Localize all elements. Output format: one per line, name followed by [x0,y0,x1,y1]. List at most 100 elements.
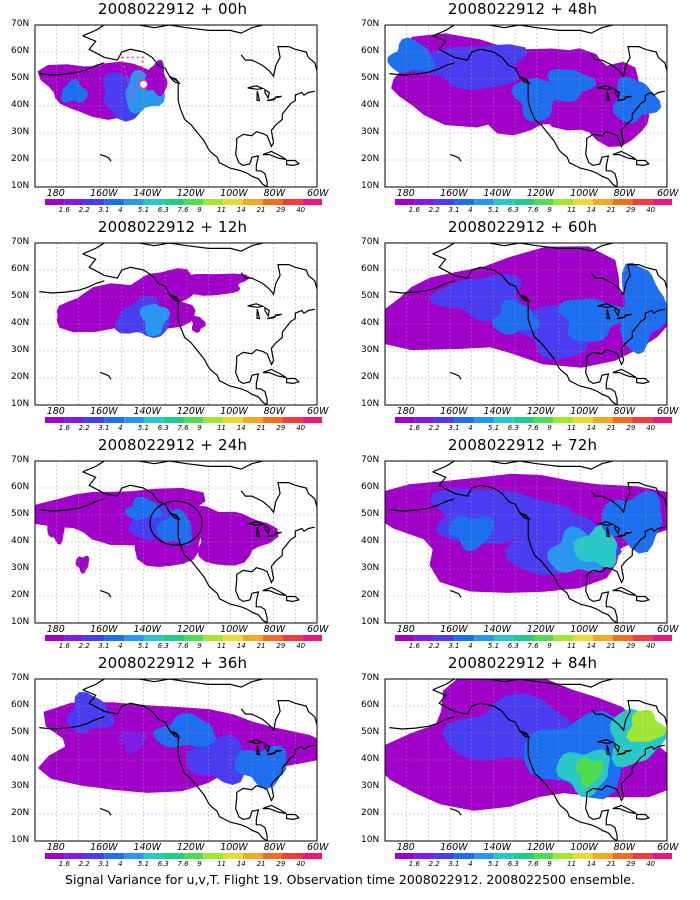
lat-tick-label: 20N [11,372,30,382]
coastlines [39,25,317,187]
lon-tick-label: 60W [307,406,329,417]
colorbar-swatch [223,199,243,205]
map-plot [384,460,672,641]
lon-tick-label: 140W [483,188,511,199]
lat-tick-label: 30N [361,781,380,791]
gridlines [35,25,317,187]
colorbar-swatch [223,635,243,641]
map-panel: 2008022912 + 48h 70N 60N 50N 40N 30N 20N 10N 180… [350,0,695,218]
colorbar-swatch [652,853,672,859]
lon-tick-label: 100W [220,842,248,853]
lat-tick-label: 70N [361,673,380,683]
colorbar-label: 5.1 [137,206,150,214]
coastlines [389,25,667,187]
colorbar-label: 11 [567,642,576,650]
lon-tick-label: 160W [90,406,118,417]
lon-tick-label: 100W [570,188,598,199]
colorbar-label: 9 [197,860,202,868]
figure-caption: Signal Variance for u,v,T. Flight 19. Ob… [65,872,635,887]
colorbar-swatch [573,199,593,205]
colorbar-label: 4 [468,642,473,650]
colorbar-label: 7.6 [527,206,539,214]
colorbar-swatch [124,635,144,641]
coastlines [389,461,667,623]
colorbar-label: 9 [547,860,552,868]
colorbar-swatch [163,199,184,205]
variance-contour [448,516,495,552]
lon-tick-label: 80W [613,624,636,635]
variance-contour [186,734,248,785]
variance-contour [139,303,171,337]
colorbar-swatch [513,417,534,423]
panel-title: 2008022912 + 12h [97,218,248,236]
colorbar-label: 9 [197,206,202,214]
colorbar-swatch [84,417,105,423]
panel-title: 2008022912 + 72h [447,436,598,454]
lon-tick-label: 140W [133,624,161,635]
map-plot [384,24,672,205]
colorbar-swatch [493,199,514,205]
colorbar-label: 29 [276,424,286,432]
colorbar-label: 11 [217,424,226,432]
colorbar-swatch [163,417,184,423]
variance-contour [75,555,90,574]
lat-tick-label: 40N [361,100,380,110]
variance-contour [626,709,667,743]
lon-tick-label: 80W [613,188,636,199]
lat-tick-label: 70N [361,455,380,465]
colorbar-label: 6.3 [507,424,519,432]
colorbar-label: 6.3 [157,642,169,650]
colorbar-label: 29 [626,642,636,650]
colorbar-swatch [84,635,105,641]
colorbar-label: 21 [606,860,616,868]
lat-tick-label: 60N [361,46,380,56]
colorbar-label: 11 [567,860,576,868]
lat-tick-label: 10N [11,835,30,845]
colorbar-swatch [104,853,125,859]
lat-tick-label: 30N [11,563,30,573]
lon-tick-label: 160W [90,842,118,853]
lon-tick-label: 160W [440,188,468,199]
colorbar-swatch [454,417,475,423]
colorbar-swatch [302,199,322,205]
lat-tick-label: 50N [11,291,30,301]
colorbar-swatch [434,853,455,859]
lat-tick-label: 50N [361,509,380,519]
variance-contour [152,713,218,749]
colorbar-label: 11 [567,424,576,432]
colorbar-label: 4 [118,424,123,432]
colorbar-swatch [612,635,633,641]
colorbar-swatch [45,417,65,423]
lat-tick-label: 40N [361,754,380,764]
colorbar-label: 21 [606,424,616,432]
lat-tick-label: 20N [11,590,30,600]
colorbar-label: 5.1 [137,424,150,432]
lon-tick-label: 80W [263,188,286,199]
colorbar-swatch [454,635,475,641]
colorbar-swatch [282,417,303,423]
colorbar-swatch [414,635,435,641]
lon-tick-label: 180 [396,624,415,635]
panel-title: 2008022912 + 36h [97,654,248,672]
colorbar-label: 3.1 [98,860,110,868]
colorbar-label: 29 [276,642,286,650]
colorbar-swatch [493,635,514,641]
lon-tick-label: 60W [657,188,679,199]
lat-tick-label: 50N [361,73,380,83]
colorbar-swatch [414,417,435,423]
lon-tick-label: 60W [307,624,329,635]
colorbar-label: 40 [646,860,656,868]
colorbar-label: 2.2 [78,206,90,214]
lon-tick-label: 140W [133,188,161,199]
colorbar-label: 1.6 [58,860,70,868]
colorbar-label: 21 [256,642,266,650]
colorbar-label: 2.2 [428,642,440,650]
colorbar-swatch [183,417,204,423]
coastlines [389,679,667,841]
colorbar-label: 5.1 [487,860,500,868]
colorbar-swatch [592,417,613,423]
colorbar-swatch [45,199,65,205]
colorbar-swatch [573,417,593,423]
coastlines [389,243,667,405]
colorbar-label: 2.2 [78,642,90,650]
